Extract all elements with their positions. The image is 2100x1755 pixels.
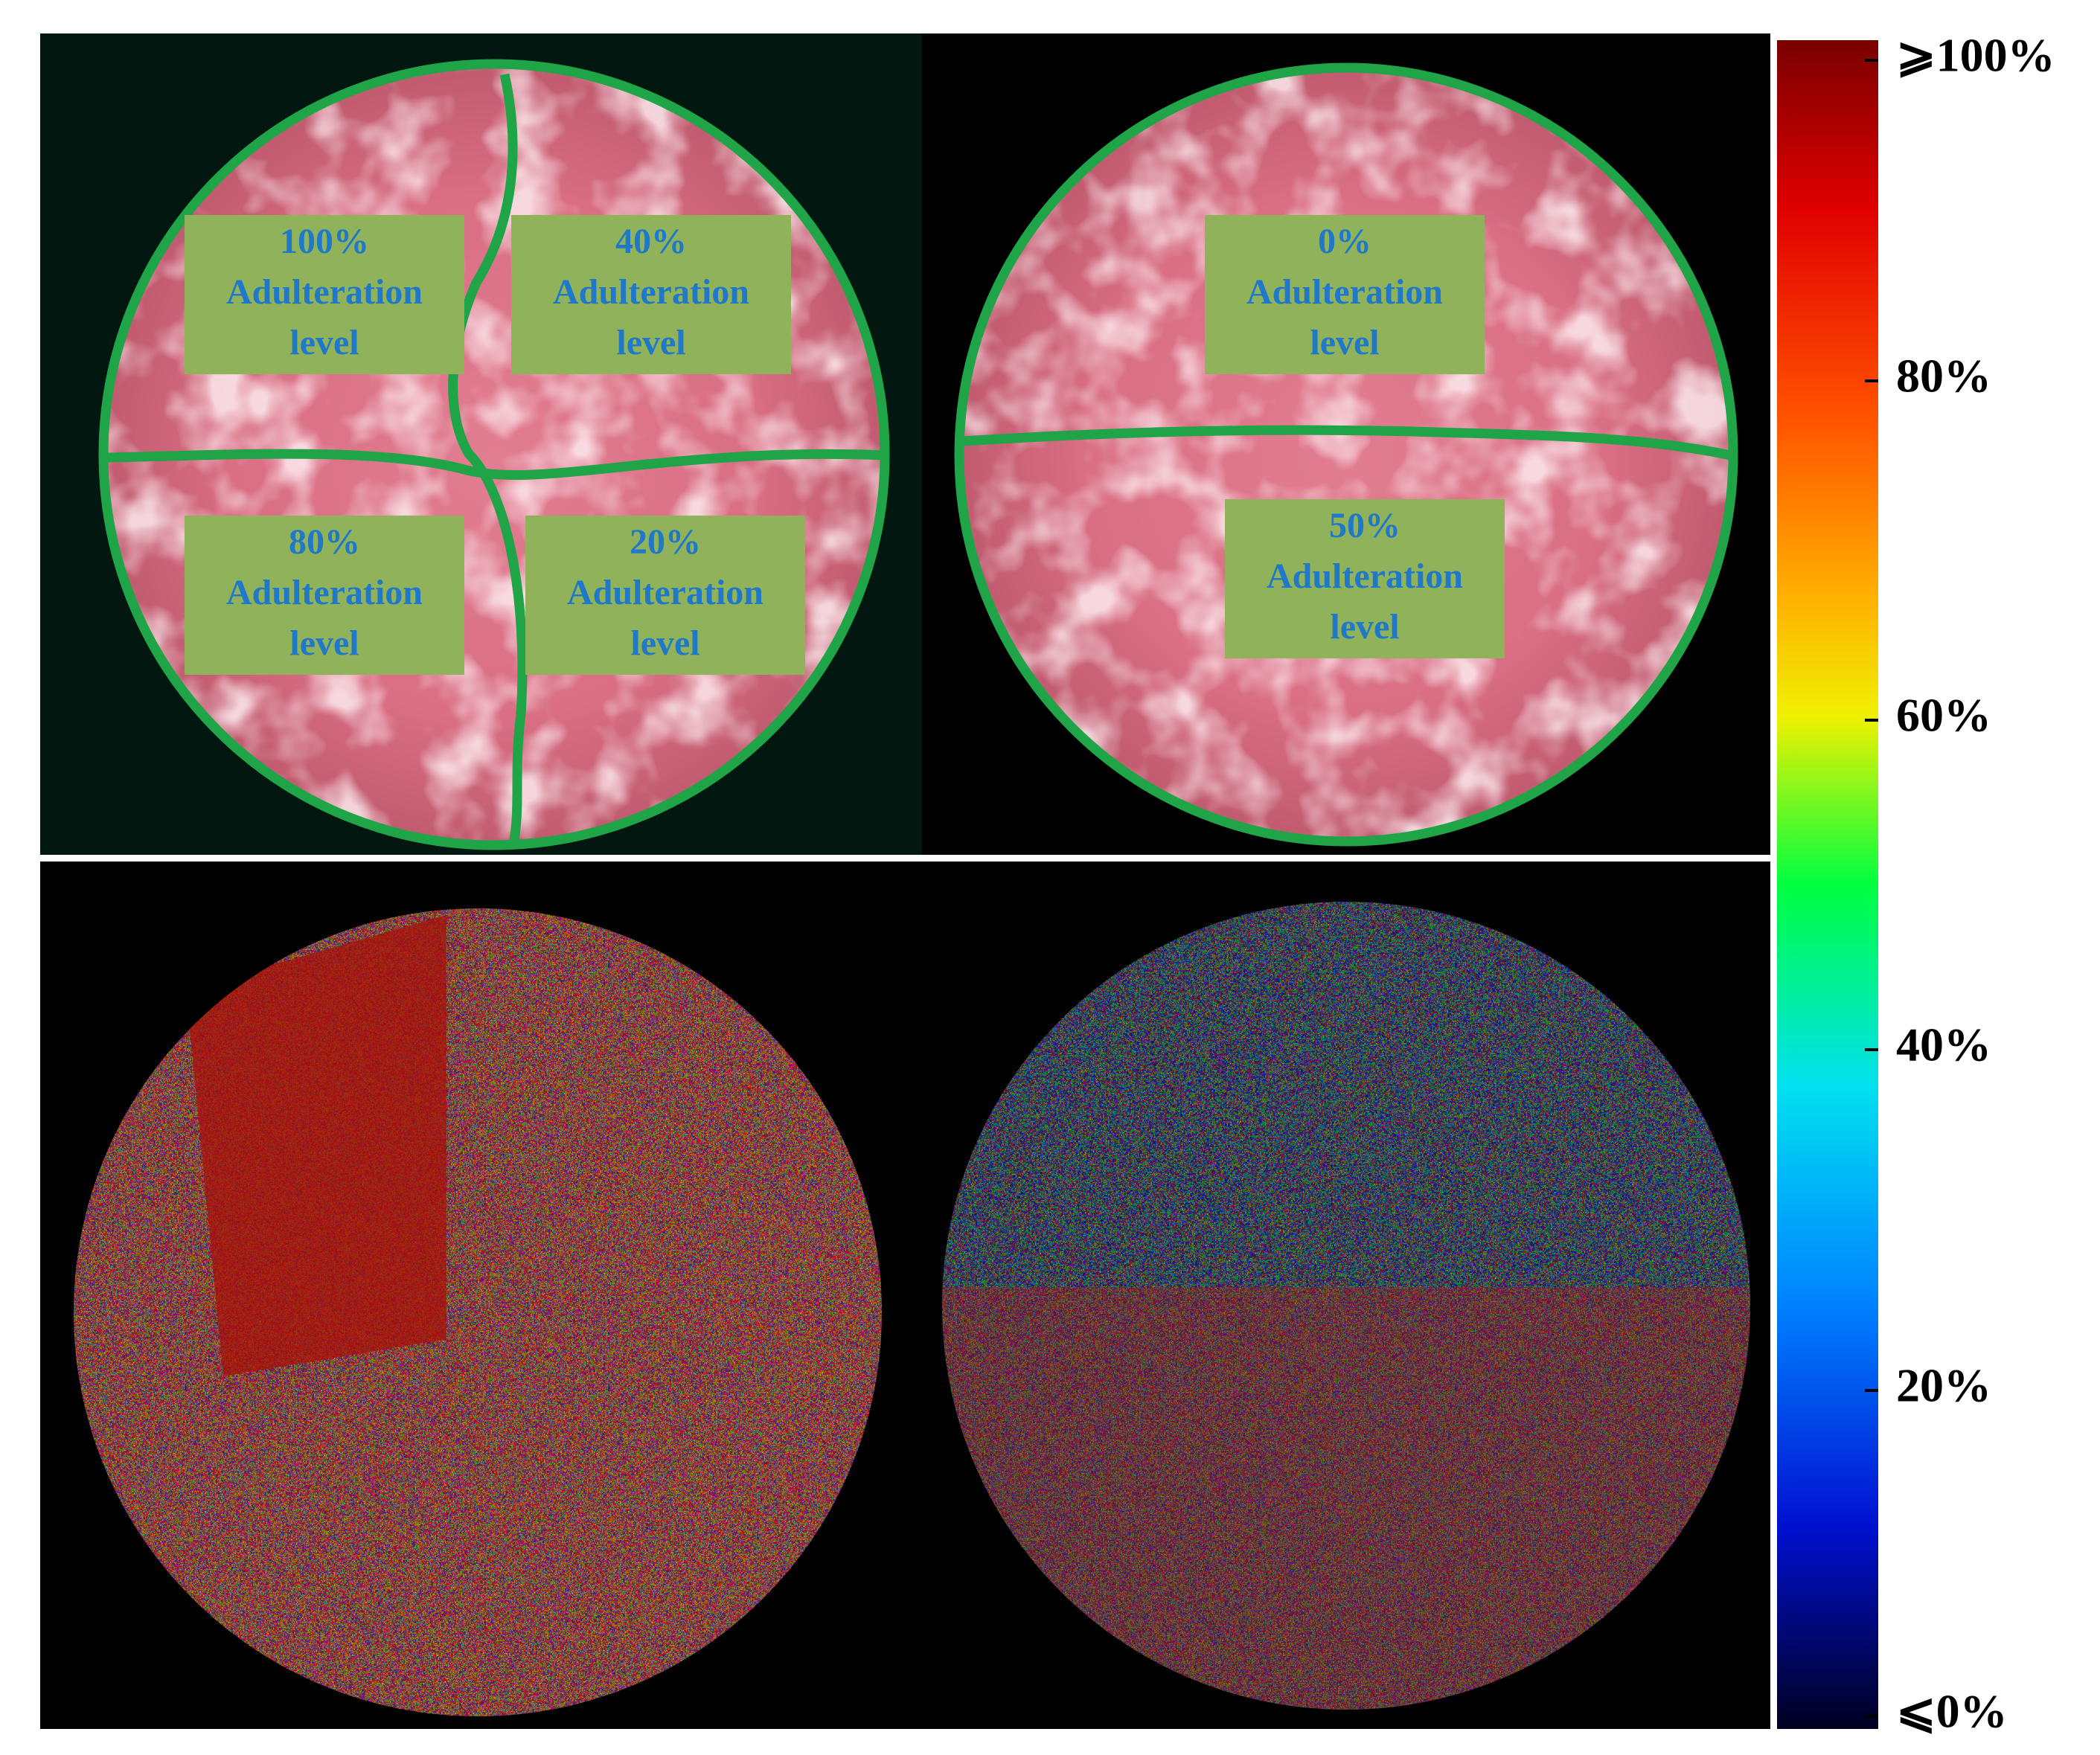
meat-photo — [959, 68, 1733, 841]
label-background — [1205, 215, 1485, 374]
label-background — [185, 516, 464, 675]
label-text: level — [616, 323, 685, 362]
colorbar — [1777, 40, 1878, 1729]
divider — [107, 449, 886, 480]
tick-label: 40% — [1896, 1018, 1991, 1071]
label-box: 80% Adulteration level — [185, 516, 464, 675]
label-box: 100% Adulteration level — [185, 215, 464, 374]
label-text: Adulteration — [553, 272, 749, 312]
tick-label: 60% — [1896, 689, 1991, 742]
label-background — [1225, 499, 1505, 658]
outline — [954, 62, 1738, 847]
prediction-map — [74, 908, 882, 1716]
label-text: level — [289, 323, 359, 362]
label-box: 20% Adulteration level — [525, 516, 805, 675]
label-text: level — [630, 623, 700, 663]
tick-label: 20% — [1896, 1359, 1991, 1412]
label-text: Adulteration — [226, 272, 423, 312]
divider — [448, 73, 528, 846]
label-text: level — [1310, 323, 1379, 362]
label-text: Adulteration — [226, 573, 423, 612]
label-text: Adulteration — [1246, 272, 1443, 312]
label-text: 20% — [630, 522, 701, 562]
label-background — [511, 215, 791, 374]
label-text: 0% — [1318, 222, 1371, 261]
label-text: 100% — [280, 222, 369, 261]
label-background — [185, 215, 464, 374]
label-text: 80% — [289, 522, 360, 562]
divider — [961, 425, 1732, 461]
tick-label: ⩾100% — [1896, 29, 2055, 82]
label-text: level — [289, 623, 359, 663]
tick-label: 80% — [1896, 350, 1991, 402]
label-text: level — [1330, 607, 1399, 647]
label-text: Adulteration — [1267, 556, 1463, 596]
label-box: 50% Adulteration level — [1225, 499, 1505, 658]
tick-label: ⩽0% — [1896, 1685, 2008, 1738]
label-text: 40% — [615, 222, 687, 261]
label-background — [525, 516, 805, 675]
label-box: 0% Adulteration level — [1205, 215, 1485, 374]
label-text: 50% — [1329, 506, 1400, 545]
label-box: 40% Adulteration level — [511, 215, 791, 374]
label-text: Adulteration — [567, 573, 764, 612]
